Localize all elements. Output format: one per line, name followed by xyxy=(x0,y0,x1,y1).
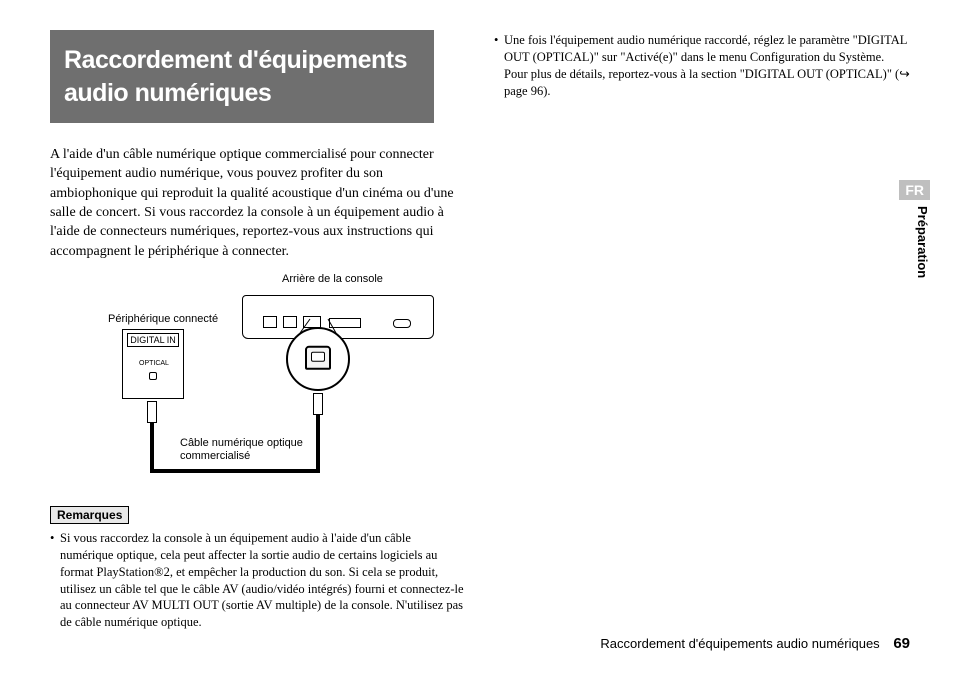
left-column: Raccordement d'équipements audio numériq… xyxy=(50,30,466,637)
section-vertical-label: Préparation xyxy=(915,206,930,278)
footer-title: Raccordement d'équipements audio numériq… xyxy=(600,636,879,651)
page-footer: Raccordement d'équipements audio numériq… xyxy=(600,635,910,652)
cable-label-line2: commercialisé xyxy=(180,450,250,462)
intro-paragraph: A l'aide d'un câble numérique optique co… xyxy=(50,145,466,261)
language-tab: FR xyxy=(899,180,930,200)
optical-plug-right xyxy=(313,393,323,415)
right-column: Une fois l'équipement audio numérique ra… xyxy=(494,30,910,637)
cable-label-line1: Câble numérique optique xyxy=(180,437,303,449)
remarks-heading: Remarques xyxy=(50,506,129,524)
cable-segment-horizontal xyxy=(150,469,320,473)
manual-page: Raccordement d'équipements audio numériq… xyxy=(0,0,954,674)
remark-item: Si vous raccordez la console à un équipe… xyxy=(50,530,466,631)
cable-segment-vertical-right xyxy=(316,415,320,473)
side-tab: FR Préparation xyxy=(899,180,930,278)
two-column-layout: Raccordement d'équipements audio numériq… xyxy=(50,30,910,637)
cable-label: Câble numérique optique commercialisé xyxy=(180,437,303,463)
section-title-block: Raccordement d'équipements audio numériq… xyxy=(50,30,434,123)
title-line-1: Raccordement d'équipements xyxy=(64,44,420,77)
right-note-list: Une fois l'équipement audio numérique ra… xyxy=(494,32,910,100)
footer-page-number: 69 xyxy=(893,635,910,652)
right-note-item: Une fois l'équipement audio numérique ra… xyxy=(494,32,910,100)
title-line-2: audio numériques xyxy=(64,77,420,110)
cable-segment-vertical-left xyxy=(150,423,154,473)
remarks-list: Si vous raccordez la console à un équipe… xyxy=(50,530,466,631)
connection-diagram: Arrière de la console Périphérique conne… xyxy=(50,277,450,492)
